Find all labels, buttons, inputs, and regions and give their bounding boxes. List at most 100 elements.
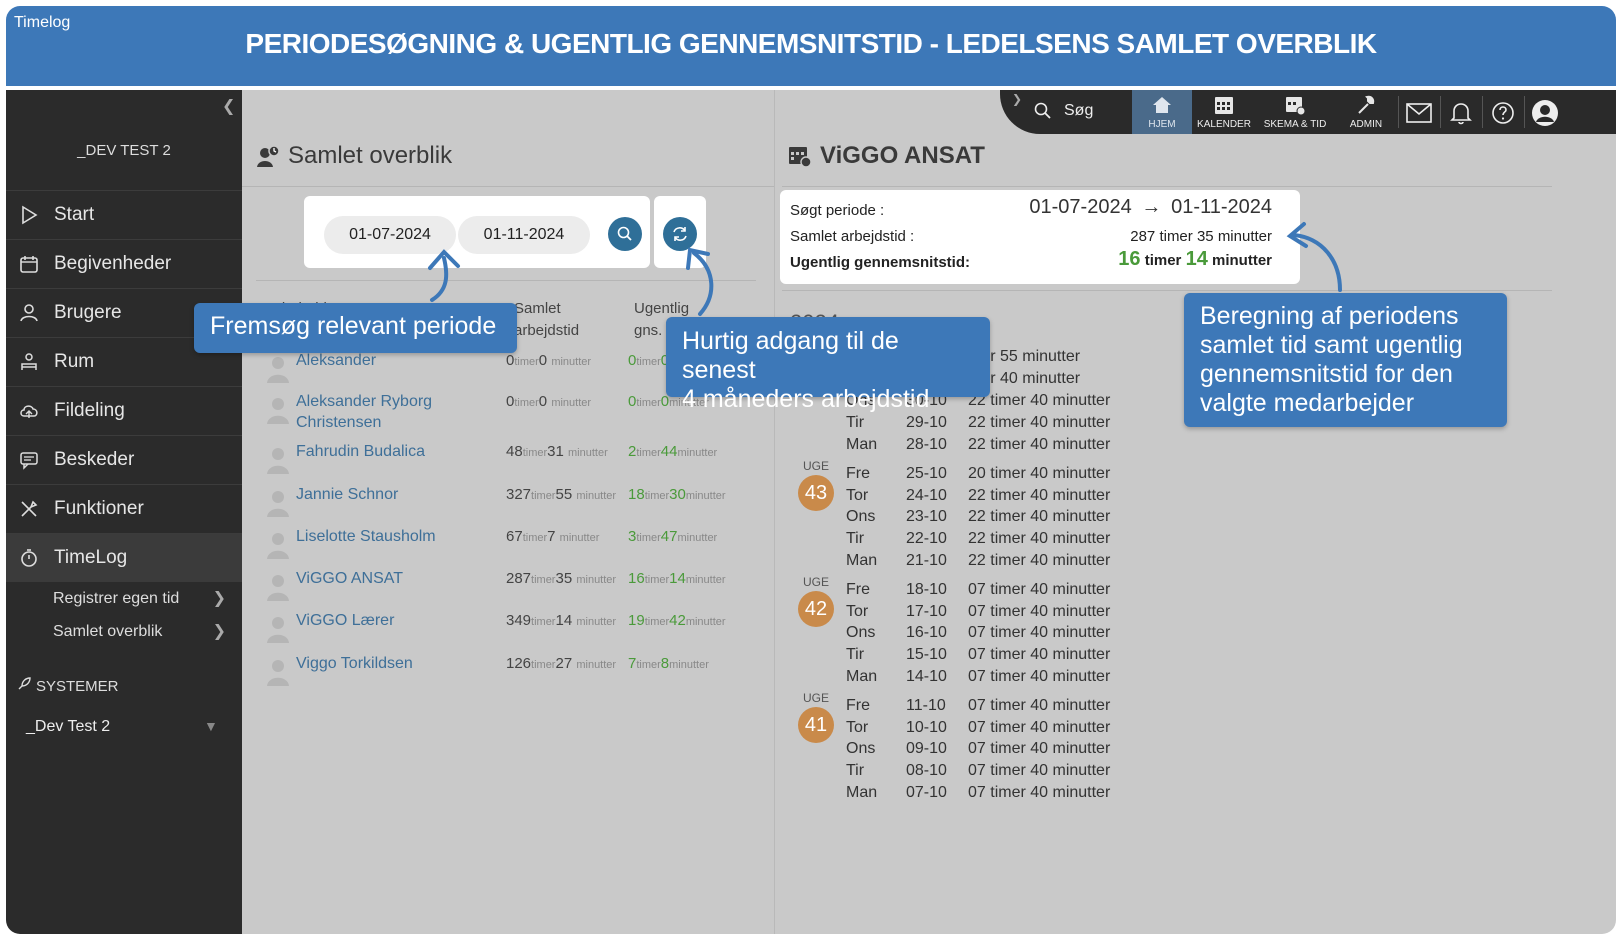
sidebar-item-timelog[interactable]: TimeLog: [6, 533, 242, 582]
nav-hjem-button[interactable]: HJEM: [1132, 90, 1192, 134]
unit-timer: timer: [531, 574, 556, 586]
employee-row[interactable]: Viggo Torkildsen 126timer27 minutter 7time…: [266, 651, 746, 691]
day-time: 22 timer 40 minutter: [968, 551, 1111, 569]
topbar-separator: [1398, 96, 1399, 128]
avg-minutes: 30: [669, 486, 686, 503]
unit-timer: timer: [644, 574, 670, 586]
sidebar-item-label: TimeLog: [54, 547, 128, 568]
day-row: Man 14-10 07 timer 40 minutter: [846, 668, 1146, 690]
wrench-icon: [1336, 94, 1396, 116]
sidebar-item-label: Start: [54, 204, 95, 225]
date-to-input[interactable]: 01-11-2024: [458, 216, 590, 254]
week-number: 43: [798, 475, 834, 511]
employee-row[interactable]: Aleksander Ryborg Christensen 0timer0 min…: [266, 389, 746, 431]
employee-row[interactable]: ViGGO ANSAT 287timer35 minutter 16timer14m…: [266, 566, 746, 606]
topbar-separator: [1440, 96, 1441, 128]
sidebar-subitem-registrer[interactable]: Registrer egen tid ❯: [6, 582, 242, 615]
sidebar-subitem-samlet-overblik[interactable]: Samlet overblik ❯: [6, 615, 242, 648]
nav-kalender-button[interactable]: KALENDER: [1194, 90, 1254, 134]
sidebar-nav: Start Begivenheder Brugere Rum Fildeling…: [6, 190, 242, 648]
unit-timer: timer: [644, 616, 670, 628]
employee-row[interactable]: Jannie Schnor 327timer55 minutter 18timer3…: [266, 482, 746, 522]
employee-name[interactable]: ViGGO Lærer: [296, 612, 395, 629]
col-header-total-line2: arbejdstid: [514, 322, 580, 339]
callout-refresh-line1: Hurtig adgang til de senest: [682, 327, 899, 384]
callout-refresh: Hurtig adgang til de senest 4 måneders a…: [666, 317, 990, 413]
chevron-right-icon: ❯: [212, 623, 226, 640]
employee-row[interactable]: Liselotte Stausholm 67timer7 minutter 3 tim…: [266, 524, 746, 564]
topbar-separator: [1482, 96, 1483, 128]
day-row: Ons 16-10 07 timer 40 minutter: [846, 624, 1146, 646]
employee-total: 48timer31 minutter: [506, 443, 608, 460]
unit-timer: timer: [522, 532, 548, 544]
day-time: 07 timer 40 minutter: [968, 697, 1111, 714]
employee-name[interactable]: Liselotte Stausholm: [296, 528, 436, 545]
unit-minutter: minutter: [669, 659, 709, 671]
profile-icon[interactable]: [1530, 98, 1560, 128]
nav-skema-tid-button[interactable]: SKEMA & TID: [1262, 90, 1328, 134]
help-icon[interactable]: [1488, 98, 1518, 128]
sidebar-item-begivenheder[interactable]: Begivenheder: [6, 239, 242, 288]
total-hours: 349: [506, 612, 532, 629]
day-name: Fre: [846, 581, 870, 598]
employee-name[interactable]: Jannie Schnor: [296, 486, 399, 503]
employee-name[interactable]: ViGGO ANSAT: [296, 570, 403, 587]
sidebar-item-rum[interactable]: Rum: [6, 337, 242, 386]
sidebar-item-fildeling[interactable]: Fildeling: [6, 386, 242, 435]
employee-total: 67timer7 minutter: [506, 528, 599, 545]
unit-minutter: minutter: [559, 532, 600, 544]
day-time: 07 timer 40 minutter: [968, 667, 1111, 685]
unit-minutter: minutter: [669, 397, 709, 409]
sidebar-item-beskeder[interactable]: Beskeder: [6, 435, 242, 484]
stopwatch-icon: [18, 547, 40, 569]
overview-title: Samlet overblik: [256, 142, 452, 170]
day-name: Tir: [846, 646, 865, 664]
refresh-button[interactable]: [663, 217, 697, 251]
total-minutes: 7: [547, 528, 556, 545]
total-minutes: 0: [538, 352, 548, 369]
employee-name[interactable]: Aleksander: [296, 352, 377, 369]
schedule-icon: [1262, 94, 1328, 116]
total-minutes: 35: [1196, 228, 1214, 245]
avatar-icon: [266, 657, 290, 692]
topbar-search[interactable]: Søg: [1034, 102, 1093, 120]
avg-minutes: 42: [669, 612, 686, 629]
avg-hours: 3: [628, 528, 637, 545]
sidebar-item-brugere[interactable]: Brugere: [6, 288, 242, 337]
unit-timer: timer: [514, 397, 539, 409]
cloud-icon: [18, 400, 40, 422]
avatar-icon: [266, 354, 290, 389]
sidebar-item-funktioner[interactable]: Funktioner: [6, 484, 242, 533]
employee-name[interactable]: Viggo Torkildsen: [296, 655, 413, 672]
week-label: UGE: [802, 575, 829, 589]
sidebar-item-start[interactable]: Start: [6, 190, 242, 239]
unit-minutter: minutter: [1212, 252, 1272, 269]
topbar-collapse-icon[interactable]: ❯: [1012, 92, 1023, 106]
day-name: Man: [846, 667, 878, 685]
employee-name[interactable]: Aleksander Ryborg Christensen: [296, 393, 433, 431]
callout-summary-line1: Beregning af periodens: [1200, 302, 1459, 330]
overview-title-text: Samlet overblik: [288, 142, 453, 169]
employee-row[interactable]: Fahrudin Budalica 48timer31 minutter 2time…: [266, 439, 746, 479]
day-row: Fre 18-10 07 timer 40 minutter: [846, 581, 1146, 603]
date-from-input[interactable]: 01-07-2024: [324, 216, 456, 254]
employee-total: 0timer0 minutter: [506, 352, 591, 369]
unit-timer: timer: [636, 397, 661, 409]
mail-icon[interactable]: [1404, 98, 1434, 128]
nav-admin-button[interactable]: ADMIN: [1336, 90, 1396, 134]
day-name: Tir: [846, 530, 865, 548]
system-select[interactable]: _Dev Test 2: [26, 718, 111, 735]
sidebar-collapse-icon[interactable]: ❮: [222, 98, 236, 115]
day-name: Tir: [846, 414, 865, 431]
search-button[interactable]: [608, 217, 642, 251]
day-time: mer 55 minutter: [968, 348, 1081, 365]
bell-icon[interactable]: [1446, 98, 1476, 128]
unit-timer: timer: [1144, 252, 1182, 269]
week-number: 42: [798, 591, 834, 627]
employee-row[interactable]: ViGGO Lærer 349timer14 minutter 19timer42m…: [266, 608, 746, 648]
employee-name[interactable]: Fahrudin Budalica: [296, 443, 425, 460]
day-name: Man: [846, 783, 878, 801]
dropdown-arrow-icon[interactable]: ▼: [204, 718, 218, 734]
search-icon: [617, 226, 633, 242]
day-time: 22 timer 40 minutter: [968, 486, 1111, 504]
